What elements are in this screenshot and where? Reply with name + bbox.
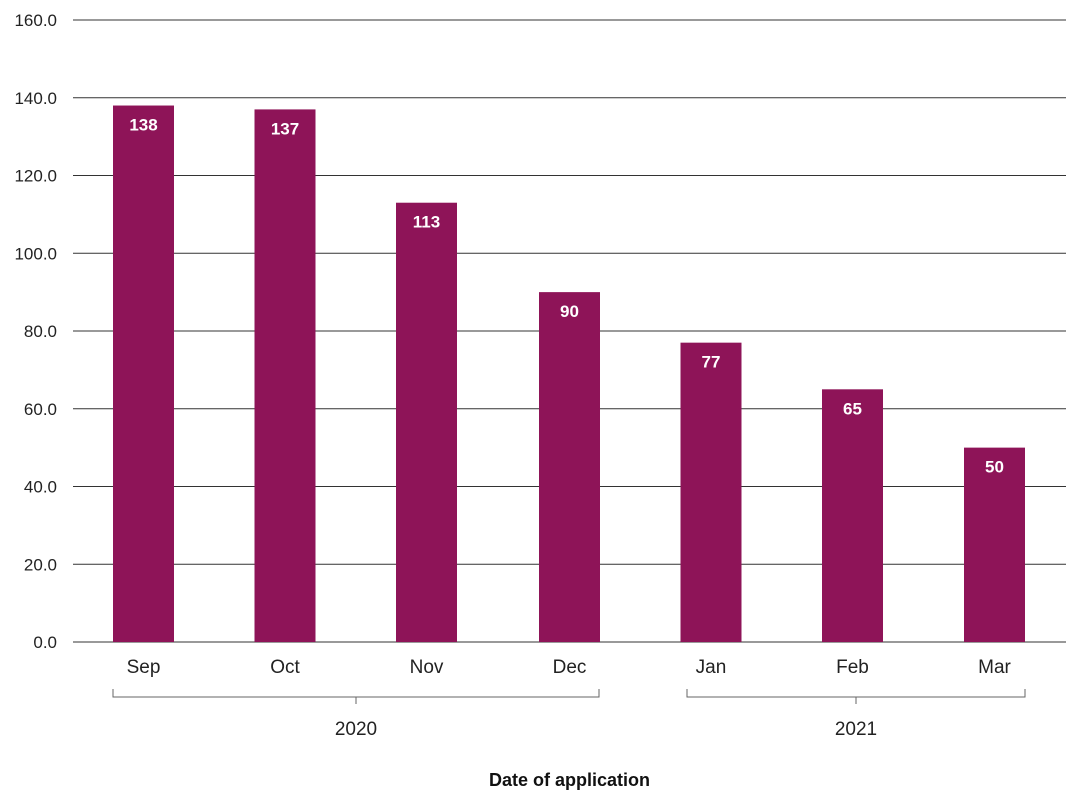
x-category-label: Jan [696, 657, 727, 678]
y-tick-label: 160.0 [14, 11, 57, 30]
year-group-label: 2020 [335, 719, 377, 740]
bar-jan [680, 342, 742, 642]
y-tick-label: 80.0 [24, 322, 57, 341]
bar-value-label: 50 [985, 458, 1004, 477]
bar-mar [964, 447, 1025, 642]
bar-dec [539, 292, 600, 642]
x-category-label: Oct [270, 657, 300, 678]
bar-value-label: 90 [560, 302, 579, 321]
bar-oct [254, 109, 316, 643]
y-tick-label: 140.0 [14, 89, 57, 108]
bar-feb [822, 389, 883, 642]
y-tick-label: 120.0 [14, 167, 57, 186]
x-category-label: Mar [978, 657, 1011, 678]
y-tick-label: 100.0 [14, 244, 57, 263]
bar-value-label: 113 [413, 213, 440, 232]
x-axis-category-labels: Sep Oct Nov Dec Jan Feb Mar [127, 657, 1012, 678]
x-category-label: Sep [127, 657, 161, 678]
y-axis-tick-labels: 0.0 20.0 40.0 60.0 80.0 100.0 120.0 140.0 160.0 [14, 11, 57, 652]
bars [113, 105, 1025, 643]
year-bracket [112, 689, 600, 704]
y-tick-label: 20.0 [24, 555, 57, 574]
bar-value-labels: 138 137 113 90 77 65 50 [129, 116, 1004, 477]
year-group-label: 2021 [835, 719, 877, 740]
x-category-label: Feb [836, 657, 869, 678]
x-category-label: Dec [553, 657, 587, 678]
bar-sep [113, 105, 174, 642]
bar-value-label: 137 [271, 119, 299, 138]
y-tick-label: 60.0 [24, 400, 57, 419]
bar-value-label: 138 [129, 116, 157, 135]
x-axis-year-groups: 2020 2021 [112, 689, 1026, 740]
year-bracket [686, 689, 1026, 704]
x-axis-title: Date of application [489, 770, 650, 790]
bar-value-label: 65 [843, 399, 862, 418]
y-tick-label: 40.0 [24, 478, 57, 497]
bar-value-label: 77 [702, 353, 721, 372]
x-category-label: Nov [410, 657, 444, 678]
bar-nov [396, 202, 457, 642]
y-tick-label: 0.0 [33, 633, 57, 652]
